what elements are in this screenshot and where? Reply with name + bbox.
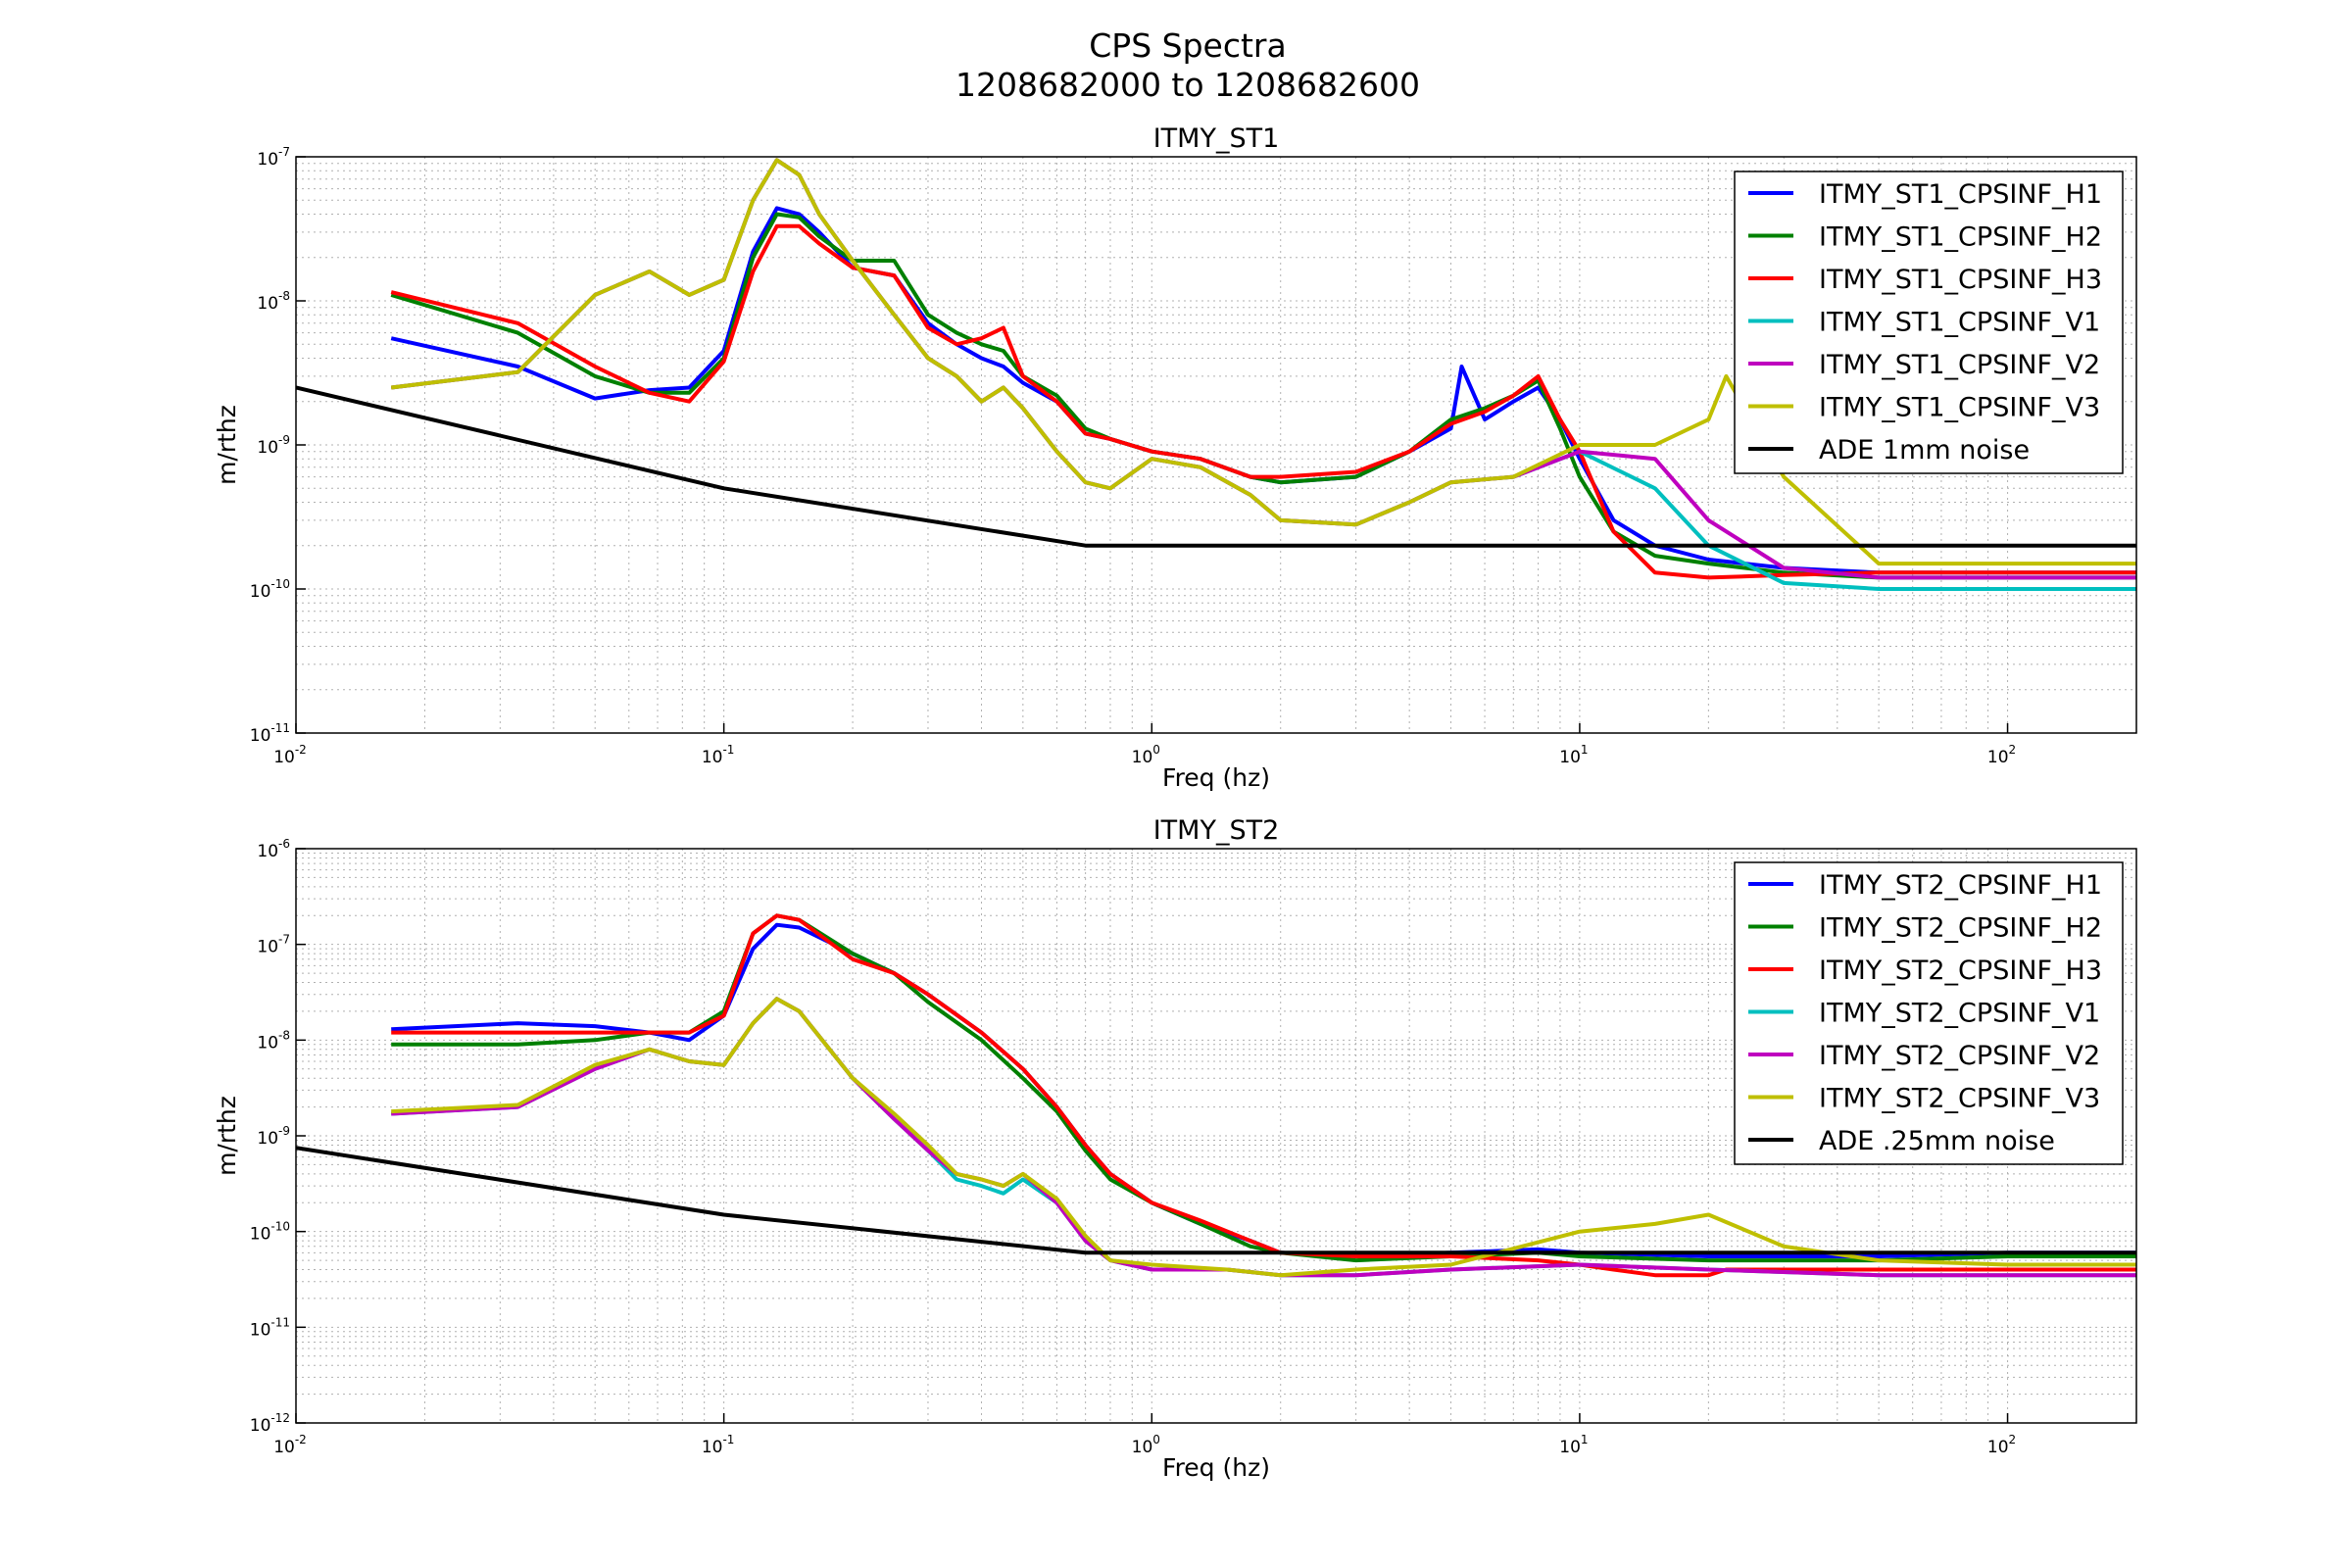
y-axis-label: m/rthz xyxy=(213,405,241,485)
figure-title: CPS Spectra xyxy=(1089,26,1286,65)
legend-label: ITMY_ST1_CPSINF_H1 xyxy=(1819,179,2102,210)
y-tick-label: 10-12 xyxy=(250,1411,290,1436)
y-tick-label: 10-10 xyxy=(250,577,290,602)
y-tick-label: 10-10 xyxy=(250,1220,290,1245)
plot-itmy-st1: 10-2 10-1 100 101 102 10-11 10-10 10-9 10-8 10-7 I… xyxy=(213,123,2137,792)
series-line-itmy-st1-cpsinf-v3 xyxy=(390,158,2136,566)
y-tick-label: 10-8 xyxy=(257,1028,290,1053)
x-tick-label: 102 xyxy=(1987,1433,2016,1457)
y-tick-label: 10-9 xyxy=(257,433,290,458)
x-tick-label: 10-1 xyxy=(702,1433,735,1457)
legend-frame xyxy=(1734,861,2124,1165)
legend-label: ITMY_ST1_CPSINF_V2 xyxy=(1819,350,2100,380)
legend-label: ADE 1mm noise xyxy=(1819,435,2030,466)
x-axis-label: Freq (hz) xyxy=(1162,1453,1270,1482)
y-tick-label: 10-7 xyxy=(257,933,290,957)
x-tick-label: 10-2 xyxy=(273,743,307,767)
legend-label: ITMY_ST1_CPSINF_H3 xyxy=(1819,265,2102,295)
x-tick-label: 10-1 xyxy=(702,743,735,767)
legend: ITMY_ST1_CPSINF_H1 ITMY_ST1_CPSINF_H2 ITMY… xyxy=(1734,171,2124,474)
series-line-ade-25mm-noise xyxy=(296,1146,2136,1255)
y-tick-label: 10-11 xyxy=(250,721,290,746)
legend-label: ITMY_ST1_CPSINF_V3 xyxy=(1819,393,2100,423)
x-tick-label: 100 xyxy=(1132,1433,1160,1457)
series-line-itmy-st2-cpsinf-v3 xyxy=(391,997,2136,1278)
series-line-ade-1mm-noise xyxy=(296,385,2136,548)
legend-label: ITMY_ST2_CPSINF_H3 xyxy=(1819,956,2102,986)
legend-label: ITMY_ST1_CPSINF_V1 xyxy=(1819,308,2100,338)
legend-label: ADE .25mm noise xyxy=(1819,1126,2055,1156)
figure-subtitle: 1208682000 to 1208682600 xyxy=(956,66,1420,104)
y-tick-label: 10-8 xyxy=(257,289,290,314)
legend-label: ITMY_ST2_CPSINF_V1 xyxy=(1819,999,2100,1029)
legend-label: ITMY_ST2_CPSINF_H1 xyxy=(1819,870,2102,901)
x-axis-label: Freq (hz) xyxy=(1162,763,1270,792)
y-tick-label: 10-9 xyxy=(257,1124,290,1149)
series-group xyxy=(296,913,2136,1278)
y-axis-label: m/rthz xyxy=(213,1096,241,1176)
axes-title: ITMY_ST1 xyxy=(1153,123,1280,154)
x-tick-label: 101 xyxy=(1559,743,1588,767)
series-line-itmy-st1-cpsinf-h3 xyxy=(390,223,2136,580)
legend: ITMY_ST2_CPSINF_H1 ITMY_ST2_CPSINF_H2 ITMY… xyxy=(1734,861,2124,1165)
legend-label: ITMY_ST2_CPSINF_V3 xyxy=(1819,1084,2100,1114)
legend-label: ITMY_ST1_CPSINF_H2 xyxy=(1819,222,2102,253)
x-tick-label: 101 xyxy=(1559,1433,1588,1457)
x-tick-label: 100 xyxy=(1132,743,1160,767)
x-tick-label: 10-2 xyxy=(273,1433,307,1457)
axes-title: ITMY_ST2 xyxy=(1153,815,1280,846)
series-group xyxy=(296,158,2136,591)
series-line-itmy-st2-cpsinf-h3 xyxy=(391,913,2136,1278)
y-tick-label: 10-6 xyxy=(257,837,290,861)
y-tick-label: 10-7 xyxy=(257,145,290,170)
x-tick-label: 102 xyxy=(1987,743,2016,767)
plot-itmy-st2: 10-2 10-1 100 101 102 10-12 10-11 10-10 10-9 10-8… xyxy=(213,815,2137,1482)
legend-label: ITMY_ST2_CPSINF_V2 xyxy=(1819,1041,2100,1071)
y-tick-label: 10-11 xyxy=(250,1315,290,1340)
legend-frame xyxy=(1734,171,2124,474)
legend-label: ITMY_ST2_CPSINF_H2 xyxy=(1819,913,2102,944)
